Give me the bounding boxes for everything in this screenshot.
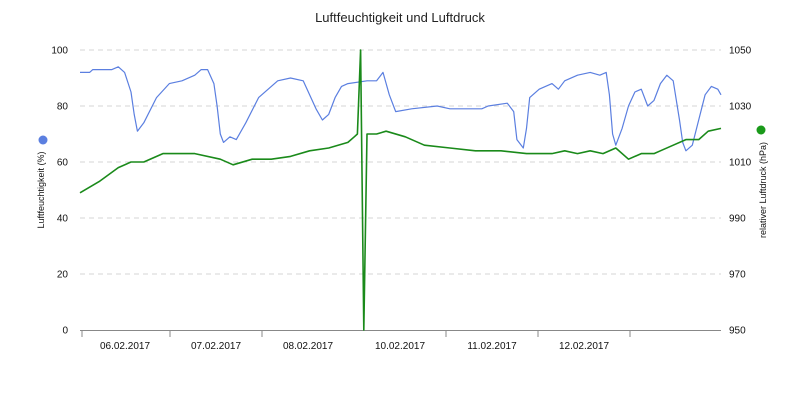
x-tick-label: 07.02.2017: [191, 341, 241, 352]
series-pressure-line: [79, 49, 722, 331]
y-left-tick-label: 60: [57, 158, 69, 169]
y-left-tick-label: 0: [62, 326, 68, 337]
y-right-tick-label: 970: [729, 270, 746, 281]
y-axis-left-label: Luftfeuchtigkeit (%): [36, 151, 46, 228]
axes: [80, 330, 721, 337]
y-right-tick-label: 950: [729, 326, 746, 337]
y-left-tick-label: 80: [57, 102, 69, 113]
y-left-tick-label: 20: [57, 270, 69, 281]
series-pressure-marker: [756, 125, 766, 135]
series-layer: [79, 49, 722, 331]
y-right-tick-label: 990: [729, 214, 746, 225]
y-axis-right-label: relativer Luftdruck (hPa): [758, 142, 768, 238]
series-humidity-line: [80, 66, 722, 152]
x-tick-label: 10.02.2017: [375, 341, 425, 352]
series-humidity-marker: [38, 135, 48, 145]
y-left-tick-label: 100: [51, 46, 68, 57]
x-tick-label: 12.02.2017: [559, 341, 609, 352]
x-tick-label: 11.02.2017: [467, 341, 517, 352]
y-left-tick-label: 40: [57, 214, 69, 225]
y-right-tick-label: 1010: [729, 158, 752, 169]
grid: [80, 49, 721, 275]
y-right-tick-label: 1050: [729, 46, 752, 57]
x-tick-label: 08.02.2017: [283, 341, 333, 352]
chart-title: Luftfeuchtigkeit und Luftdruck: [315, 10, 485, 25]
tick-labels: 0 20 40 60 80 100 950 970 990 1010 1030 1050 06.02.2…: [51, 46, 751, 353]
y-right-tick-label: 1030: [729, 102, 752, 113]
x-tick-label: 06.02.2017: [100, 341, 150, 352]
